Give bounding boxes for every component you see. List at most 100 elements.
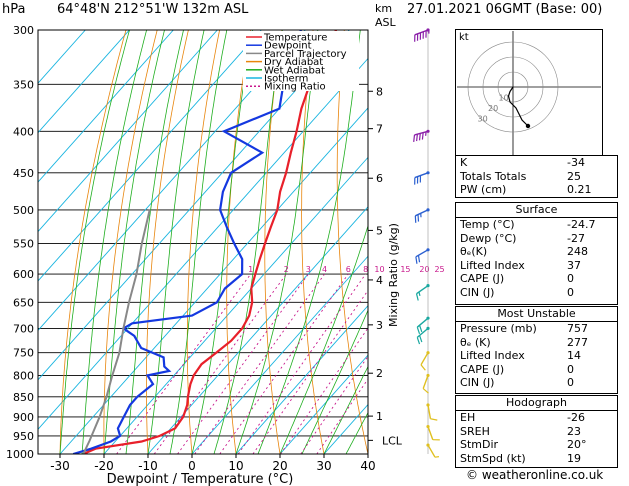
wet-adiabat bbox=[301, 309, 368, 454]
mixing-ratio-line bbox=[177, 273, 309, 454]
km-tick-label: 4 bbox=[376, 274, 383, 287]
hodograph-table: Hodograph EH -26 SREH 23 StmDir 20° StmSpd … bbox=[455, 395, 618, 468]
totals-totals-row: Totals Totals 25 bbox=[456, 170, 617, 184]
dry-adiabat bbox=[103, 30, 158, 454]
wet-adiabat bbox=[257, 30, 361, 454]
km-tick-label: 6 bbox=[376, 172, 383, 185]
storm-motion-marker bbox=[525, 123, 531, 129]
surface-dewp-row: Dewp (°C) -27 bbox=[456, 232, 617, 246]
surface-thetae-row: θₑ(K) 248 bbox=[456, 245, 617, 259]
wind-barb bbox=[416, 316, 430, 335]
mixing-ratio-label: 3 bbox=[306, 265, 311, 274]
mu-pressure-row: Pressure (mb) 757 bbox=[456, 321, 617, 336]
credit-link[interactable]: © weatheronline.co.uk bbox=[466, 468, 604, 482]
surface-li-value: 37 bbox=[567, 258, 581, 272]
surface-cin-label: CIN (J) bbox=[460, 285, 495, 299]
isotherm--60 bbox=[38, 30, 306, 332]
wet-adiabat bbox=[125, 30, 184, 454]
eh-row: EH -26 bbox=[456, 410, 617, 425]
surface-cape-row: CAPE (J) 0 bbox=[456, 272, 617, 286]
isotherm--100 bbox=[38, 30, 130, 134]
km-tick-label: 2 bbox=[376, 367, 383, 380]
x-tick-label: -30 bbox=[50, 459, 70, 473]
tt-label: Totals Totals bbox=[460, 169, 527, 183]
pressure-tick-label: 600 bbox=[13, 268, 34, 281]
pressure-tick-label: 350 bbox=[13, 78, 34, 91]
k-value: -34 bbox=[567, 156, 585, 169]
wind-barb bbox=[420, 351, 430, 371]
surface-cape-label: CAPE (J) bbox=[460, 272, 505, 286]
mixing-ratio-line bbox=[252, 289, 368, 454]
surface-cin-row: CIN (J) 0 bbox=[456, 286, 617, 300]
stmdir-row: StmDir 20° bbox=[456, 438, 617, 452]
eh-value: -26 bbox=[567, 411, 585, 424]
series-parcel-trajectory bbox=[82, 209, 151, 454]
isotherm-0 bbox=[191, 255, 368, 454]
mixing-ratio-label: 6 bbox=[346, 265, 351, 274]
x-tick-label: 0 bbox=[188, 459, 196, 473]
stmdir-value: 20° bbox=[567, 438, 587, 452]
wind-barb bbox=[414, 28, 430, 42]
km-tick-label: 8 bbox=[376, 85, 383, 98]
wet-adiabat bbox=[279, 224, 368, 454]
surface-li-row: Lifted Index 37 bbox=[456, 259, 617, 273]
isotherm--10 bbox=[147, 206, 368, 454]
dry-adiabat bbox=[301, 30, 325, 454]
hodograph-unit-label: kt bbox=[459, 32, 469, 43]
wet-adiabat bbox=[213, 30, 283, 454]
hodograph-trace bbox=[507, 86, 529, 127]
mu-li-row: Lifted Index 14 bbox=[456, 349, 617, 363]
legend-label: Wet Adiabat bbox=[264, 65, 325, 76]
surface-header: Surface bbox=[515, 203, 558, 216]
isotherm--50 bbox=[38, 30, 350, 381]
wind-barb bbox=[414, 208, 430, 223]
surface-table: Surface Temp (°C) -24.7 Dewp (°C) -27 θₑ(K… bbox=[455, 202, 618, 305]
x-tick-label: 10 bbox=[228, 459, 243, 473]
mixing-ratio-label: 1 bbox=[248, 265, 253, 274]
pressure-tick-label: 950 bbox=[13, 430, 34, 443]
mixing-ratio-line bbox=[316, 378, 368, 454]
km-tick-label: 7 bbox=[376, 123, 383, 136]
mixing-ratio-line bbox=[194, 273, 325, 454]
x-tick-label: 30 bbox=[316, 459, 331, 473]
isotherm--40 bbox=[38, 57, 368, 430]
mu-cin-value: 0 bbox=[567, 376, 574, 390]
legend-label: Dry Adiabat bbox=[264, 57, 323, 68]
dry-adiabat bbox=[226, 30, 252, 454]
x-tick-label: -20 bbox=[94, 459, 114, 473]
mixing-ratio-line bbox=[237, 273, 367, 454]
wet-adiabat bbox=[169, 30, 228, 454]
surface-cin-value: 0 bbox=[567, 285, 574, 299]
mixing-ratio-line bbox=[153, 273, 287, 454]
km-tick-label: LCL bbox=[382, 434, 403, 447]
wet-adiabat bbox=[59, 30, 130, 454]
wind-barb bbox=[426, 443, 440, 458]
plot-frame bbox=[37, 29, 369, 455]
isotherm--20 bbox=[103, 156, 368, 454]
wet-adiabat bbox=[81, 30, 147, 454]
mu-pressure-label: Pressure (mb) bbox=[460, 322, 537, 335]
pressure-tick-label: 700 bbox=[13, 322, 34, 335]
isotherm-10 bbox=[235, 305, 368, 454]
isotherm--30 bbox=[59, 107, 368, 454]
mixing-ratio-label: 15 bbox=[400, 265, 410, 274]
surface-temp-label: Temp (°C) bbox=[460, 218, 515, 231]
legend-label: Isotherm bbox=[264, 74, 308, 85]
most-unstable-header: Most Unstable bbox=[497, 307, 576, 320]
pressure-tick-label: 500 bbox=[13, 204, 34, 217]
surface-cape-value: 0 bbox=[567, 272, 574, 286]
pressure-tick-label: 850 bbox=[13, 391, 34, 404]
pressure-tick-label: 300 bbox=[13, 24, 34, 37]
km-tick-label: 3 bbox=[376, 319, 383, 332]
sreh-row: SREH 23 bbox=[456, 425, 617, 439]
hodograph-ring bbox=[482, 56, 544, 118]
wet-adiabat bbox=[147, 30, 205, 454]
dry-adiabat bbox=[59, 30, 127, 454]
mixing-ratio-label: 2 bbox=[284, 265, 289, 274]
stmspd-value: 19 bbox=[567, 451, 581, 465]
pw-label: PW (cm) bbox=[460, 183, 507, 197]
dry-adiabat bbox=[336, 30, 368, 454]
wind-barb bbox=[415, 248, 430, 264]
stmspd-label: StmSpd (kt) bbox=[460, 451, 526, 465]
mixing-ratio-line bbox=[280, 327, 368, 454]
